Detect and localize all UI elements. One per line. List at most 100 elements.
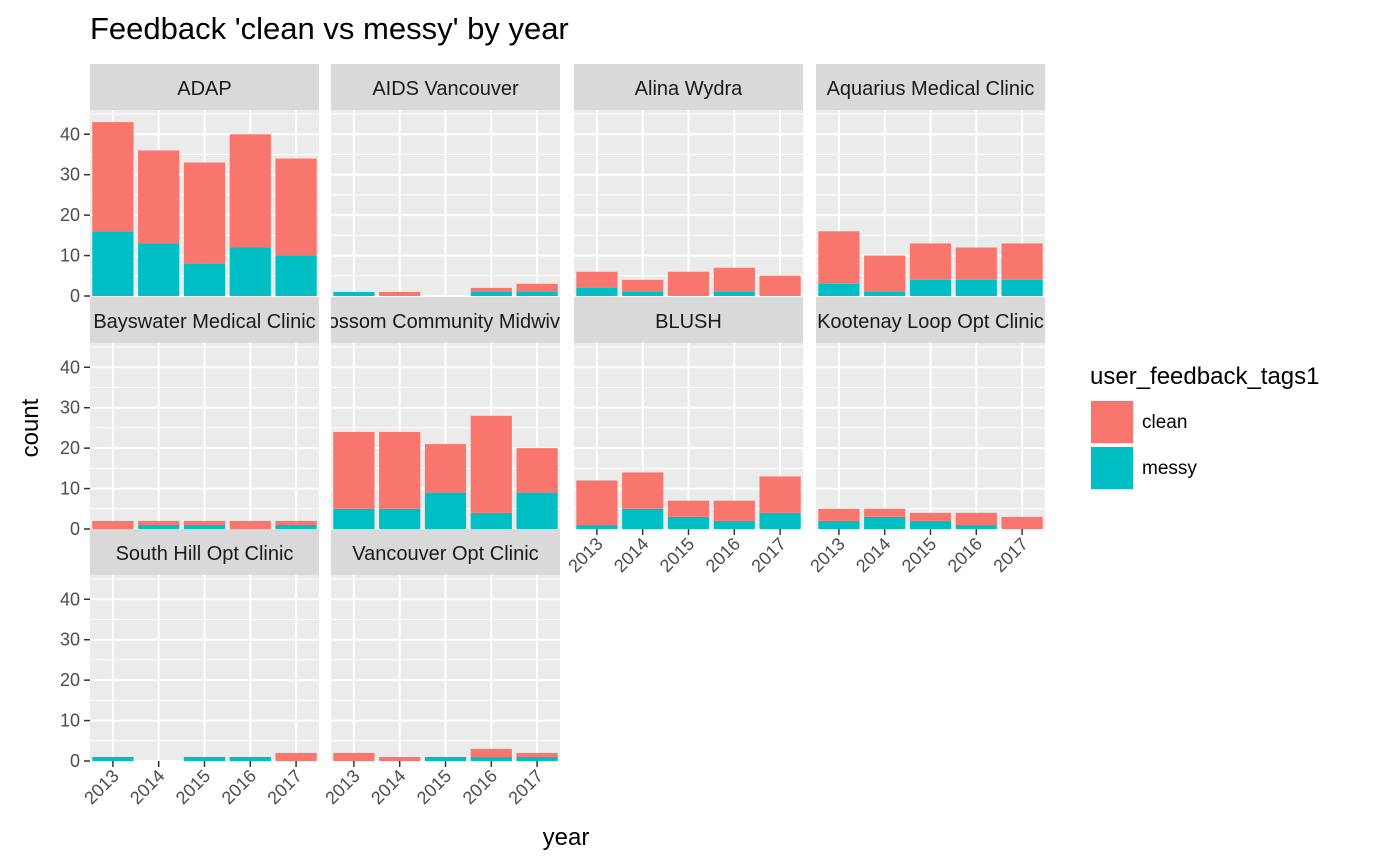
legend-title: user_feedback_tags1 [1090, 363, 1320, 390]
y-tick-label: 40 [60, 357, 80, 377]
bar-clean [909, 512, 952, 521]
bar-messy [424, 492, 467, 529]
x-tick-label: 2016 [944, 534, 986, 576]
y-tick-label: 10 [60, 246, 80, 266]
bar-messy [864, 516, 906, 529]
bar-clean [333, 752, 375, 761]
facet-label: Vancouver Opt Clinic [352, 543, 538, 565]
y-axis-title: count [17, 398, 44, 457]
x-tick-label: 2017 [747, 534, 789, 576]
facet-panel: AIDS Vancouver [331, 64, 560, 297]
bar-messy [622, 508, 664, 529]
x-tick-label: 2016 [702, 534, 744, 576]
facet-panel: Kootenay Loop Opt Clinic 2013 2014 2015 2016… [806, 297, 1045, 576]
bar-messy [516, 492, 558, 529]
bar-messy [470, 291, 512, 296]
bar-clean [470, 748, 512, 757]
bar-clean [955, 512, 997, 525]
y-tick-label: 0 [70, 286, 80, 306]
facet-panel: Aquarius Medical Clinic [816, 64, 1045, 297]
bar-messy [516, 756, 558, 761]
facet-label: Alina Wydra [635, 78, 744, 100]
x-tick-label: 2014 [367, 766, 409, 808]
y-tick-label: 10 [60, 479, 80, 499]
y-tick-label: 10 [60, 711, 80, 731]
bar-messy [138, 524, 180, 529]
bar-clean [622, 472, 664, 509]
bar-clean [183, 520, 226, 525]
facet-strip [90, 297, 319, 343]
bar-messy [470, 512, 512, 529]
facet-strip [574, 297, 803, 343]
facet-label: Aquarius Medical Clinic [827, 78, 1035, 100]
bar-clean [275, 752, 317, 761]
y-tick-label: 20 [60, 205, 80, 225]
x-tick-label: 2013 [80, 766, 122, 808]
bar-messy [516, 291, 558, 296]
y-tick-label: 40 [60, 589, 80, 609]
bar-messy [92, 756, 134, 761]
bar-clean [138, 150, 180, 244]
bar-messy [379, 508, 421, 529]
x-axis-title: year [543, 824, 590, 851]
x-tick-label: 2016 [218, 766, 260, 808]
bar-messy [333, 291, 375, 296]
bar-clean [667, 271, 710, 296]
x-tick-label: 2017 [263, 766, 305, 808]
facet-strip [816, 297, 1045, 343]
bar-messy [909, 520, 952, 529]
bar-clean [275, 520, 317, 525]
x-tick-label: 2013 [806, 534, 848, 576]
bar-messy [576, 287, 618, 296]
legend-label-messy: messy [1142, 458, 1197, 479]
bar-clean [516, 448, 558, 493]
bar-messy [667, 516, 710, 529]
bar-clean [759, 275, 801, 296]
y-tick-label: 30 [60, 630, 80, 650]
facet-panel: ADAP 0 10 20 30 40 [60, 64, 319, 306]
x-tick-label: 2016 [459, 766, 501, 808]
bar-clean [818, 508, 860, 521]
facet-label: Blossom Community Midwives [310, 311, 581, 333]
y-tick-label: 30 [60, 398, 80, 418]
x-tick-label: 2015 [656, 534, 698, 576]
bar-clean [183, 162, 226, 264]
facet-label: Kootenay Loop Opt Clinic [817, 311, 1044, 333]
bar-messy [183, 756, 226, 761]
bar-clean [667, 500, 710, 517]
bar-messy [1001, 279, 1043, 296]
bar-clean [759, 476, 801, 513]
facet-strip [331, 529, 560, 575]
x-tick-label: 2017 [504, 766, 546, 808]
bar-messy [713, 291, 755, 296]
bar-messy [333, 508, 375, 529]
facet-strip [574, 64, 803, 110]
bar-messy [909, 279, 952, 296]
facet-label: Bayswater Medical Clinic [93, 311, 315, 333]
bar-clean [1001, 243, 1043, 280]
bar-messy [275, 255, 317, 296]
y-tick-label: 30 [60, 165, 80, 185]
bar-messy [229, 247, 271, 296]
y-tick-label: 0 [70, 751, 80, 771]
bar-messy [955, 524, 997, 529]
facet-panel: Bayswater Medical Clinic 0 10 20 30 40 [60, 297, 319, 539]
bar-clean [470, 287, 512, 292]
bar-messy [183, 524, 226, 529]
y-tick-label: 20 [60, 438, 80, 458]
bar-clean [379, 291, 421, 296]
x-tick-label: 2015 [413, 766, 455, 808]
bar-clean [909, 243, 952, 280]
legend: user_feedback_tags1 clean messy [1090, 363, 1320, 490]
legend-swatch-messy [1091, 447, 1133, 489]
bar-clean [92, 520, 134, 529]
bar-messy [818, 283, 860, 296]
bar-messy [576, 524, 618, 529]
y-tick-label: 0 [70, 519, 80, 539]
bar-messy [818, 520, 860, 529]
bar-clean [864, 508, 906, 517]
x-tick-label: 2013 [321, 766, 363, 808]
panels: ADAP 0 10 20 30 40 AIDS Vancouver Alina Wydra Aq… [60, 64, 1045, 808]
facet-strip [816, 64, 1045, 110]
